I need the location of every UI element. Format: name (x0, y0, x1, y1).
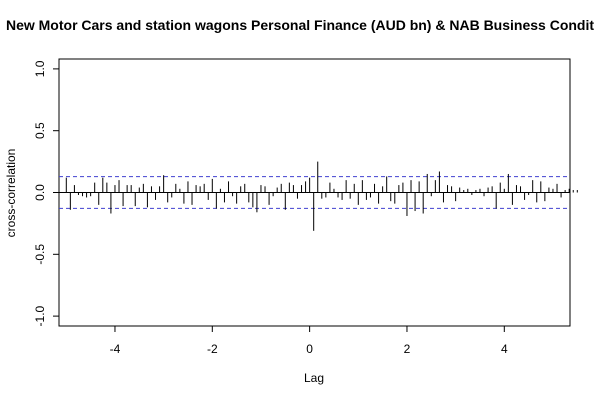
y-tick-label: -1.0 (33, 305, 47, 326)
y-tick-label: -0.5 (33, 244, 47, 265)
x-tick-label: 2 (404, 342, 411, 356)
x-axis: -4 -2 0 2 4 (110, 326, 508, 356)
x-axis-label: Lag (304, 371, 324, 385)
y-tick-label: 0.0 (33, 184, 47, 201)
x-tick-label: -4 (110, 342, 121, 356)
x-tick-label: 0 (306, 342, 313, 356)
correlation-bars (65, 161, 578, 231)
y-axis-label: cross-correlation (4, 149, 18, 238)
y-tick-label: 0.5 (33, 122, 47, 139)
chart-title: New Motor Cars and station wagons Person… (6, 17, 594, 33)
y-axis: -1.0 -0.5 0.0 0.5 1.0 (33, 60, 59, 326)
x-tick-label: -2 (207, 342, 218, 356)
y-tick-label: 1.0 (33, 60, 47, 77)
x-tick-label: 4 (501, 342, 508, 356)
